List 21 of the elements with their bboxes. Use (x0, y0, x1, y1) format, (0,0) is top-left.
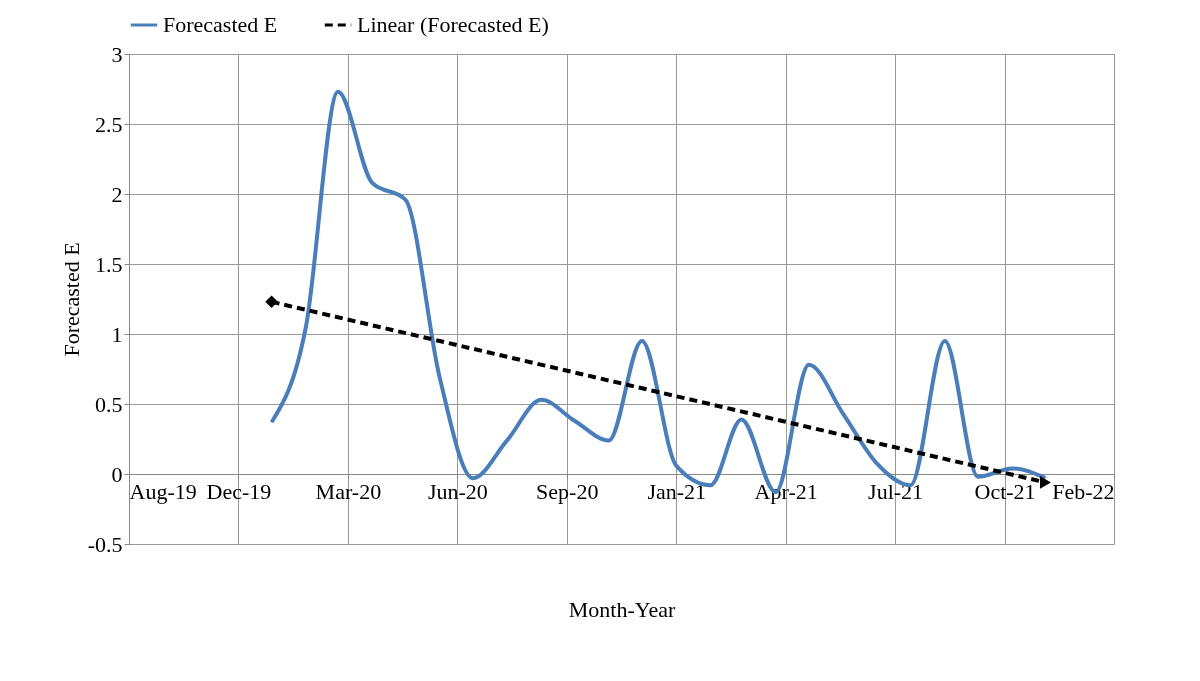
x-tick-label: Dec-19 (206, 478, 272, 504)
x-tick-label: Jul-21 (868, 478, 924, 504)
y-axis-title: Forecasted E (58, 242, 84, 357)
x-axis-title: Month-Year (568, 596, 676, 622)
y-tick-label: 2.5 (95, 111, 123, 137)
x-tick-label: Jun-20 (427, 478, 488, 504)
x-tick-label: Jan-21 (647, 478, 707, 504)
y-tick-label: 2 (111, 181, 123, 207)
y-tick-label: -0.5 (87, 531, 123, 557)
x-tick-label: Aug-19 (129, 478, 197, 504)
x-tick-label: Feb-22 (1052, 478, 1115, 504)
legend-label: Forecasted E (163, 12, 278, 37)
legend-label: Linear (Forecasted E) (357, 12, 549, 37)
y-tick-label: 3 (111, 41, 123, 67)
x-tick-label: Sep-20 (536, 478, 599, 504)
x-tick-label: Mar-20 (315, 478, 382, 504)
y-tick-label: 0.5 (95, 391, 123, 417)
y-tick-label: 1.5 (95, 251, 123, 277)
x-tick-label: Oct-21 (974, 478, 1036, 504)
y-tick-label: 1 (111, 321, 123, 347)
y-tick-label: 0 (111, 461, 123, 487)
